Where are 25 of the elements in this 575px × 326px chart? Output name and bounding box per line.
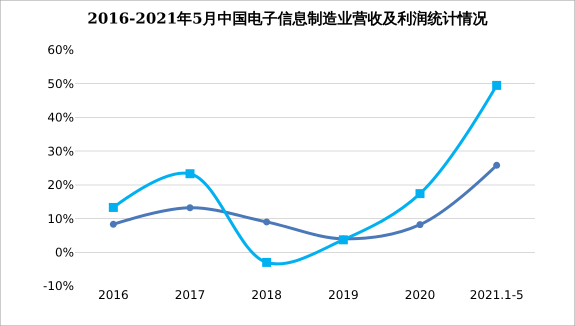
point bbox=[262, 258, 272, 267]
x-tick-label: 2017 bbox=[174, 288, 206, 302]
point bbox=[416, 189, 424, 198]
y-tick-label: 40% bbox=[47, 110, 74, 125]
x-tick-label: 2016 bbox=[98, 288, 129, 302]
point bbox=[493, 162, 500, 169]
y-tick-label: 30% bbox=[47, 144, 74, 158]
point bbox=[108, 202, 118, 212]
x-tick-label: 2018 bbox=[251, 288, 282, 302]
point bbox=[186, 204, 194, 212]
point bbox=[492, 80, 502, 90]
chart-title: 2016-2021年5月中国电子信息制造业营收及利润统计情况 bbox=[87, 10, 489, 28]
x-tick-label: 2021.1-5 bbox=[470, 288, 524, 302]
y-tick-label: 60% bbox=[47, 43, 74, 58]
point bbox=[186, 169, 194, 178]
x-tick-label: 2020 bbox=[404, 288, 436, 302]
y-tick-label: 50% bbox=[47, 76, 74, 91]
point bbox=[110, 220, 117, 228]
x-tick-label: 2019 bbox=[328, 288, 359, 302]
point bbox=[416, 221, 424, 228]
y-tick-label: -10% bbox=[42, 279, 74, 294]
point bbox=[263, 218, 270, 226]
y-tick-label: 20% bbox=[47, 178, 74, 192]
y-tick-label: 0% bbox=[54, 245, 74, 260]
y-tick-label: 10% bbox=[47, 212, 74, 226]
